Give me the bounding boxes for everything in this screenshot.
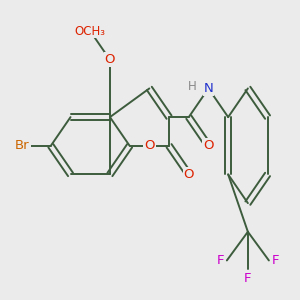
- Text: F: F: [272, 254, 279, 267]
- Text: N: N: [204, 82, 213, 95]
- Text: F: F: [216, 254, 224, 267]
- Text: O: O: [144, 139, 154, 152]
- Text: O: O: [203, 139, 214, 152]
- Text: Br: Br: [15, 139, 30, 152]
- Text: O: O: [184, 168, 194, 181]
- Text: H: H: [188, 80, 197, 93]
- Text: OCH₃: OCH₃: [75, 25, 106, 38]
- Text: F: F: [244, 272, 252, 285]
- Text: O: O: [105, 53, 115, 66]
